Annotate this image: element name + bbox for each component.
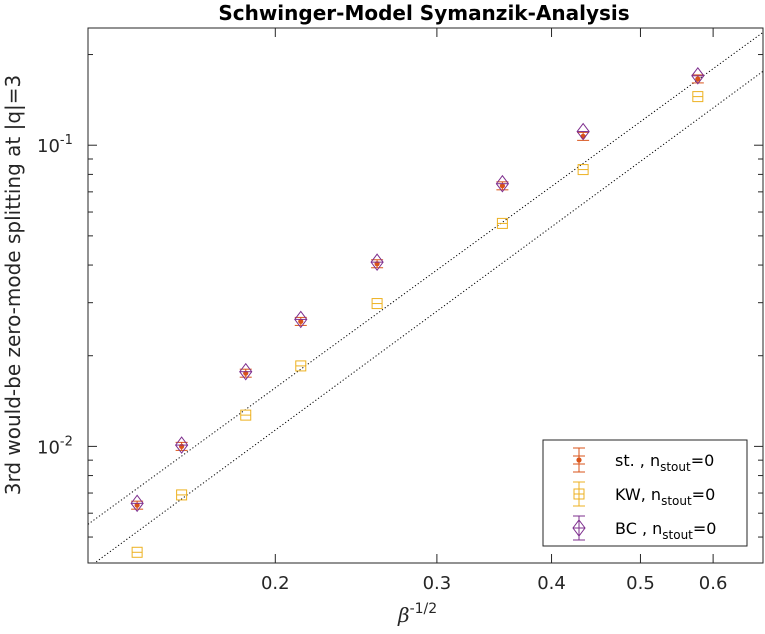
- legend-label-1: st. , nstout=0: [615, 451, 714, 474]
- plot-inner: [88, 31, 763, 563]
- series-3-point: [370, 253, 384, 271]
- series-3-point: [576, 122, 590, 141]
- series-1-point: [134, 502, 140, 508]
- series-1-point: [499, 183, 505, 189]
- series-3-point: [495, 174, 510, 193]
- x-tick-label: 0.2: [261, 573, 290, 594]
- series-3-point: [130, 494, 144, 513]
- y-tick-label: 10-1: [37, 133, 73, 157]
- legend-marker-3: [572, 519, 586, 537]
- legend-marker-1: [576, 457, 582, 463]
- legend-label-3: BC , nstout=0: [615, 519, 716, 542]
- series-3-point: [294, 310, 308, 329]
- series-3-point: [174, 436, 189, 454]
- series-1-point: [298, 318, 304, 325]
- series-3-point: [239, 362, 253, 381]
- fit-line-2: [93, 70, 763, 563]
- y-axis-label: 3rd would-be zero-mode splitting at |q|=…: [1, 75, 25, 496]
- series-1-point: [179, 443, 185, 449]
- x-tick-label: 0.6: [699, 573, 728, 594]
- y-tick-label: 10-2: [37, 434, 73, 458]
- series-3-point: [691, 66, 705, 85]
- plot-area-frame: [87, 27, 764, 564]
- x-tick-label: 0.5: [626, 573, 655, 594]
- x-tick-label: 0.4: [537, 573, 566, 594]
- series-1-point: [695, 76, 701, 82]
- legend-label-2: KW, nstout=0: [615, 485, 715, 508]
- x-axis-label: β-1/2: [397, 601, 437, 627]
- x-tick-label: 0.3: [423, 573, 452, 594]
- chart-title: Schwinger-Model Symanzik-Analysis: [218, 1, 629, 25]
